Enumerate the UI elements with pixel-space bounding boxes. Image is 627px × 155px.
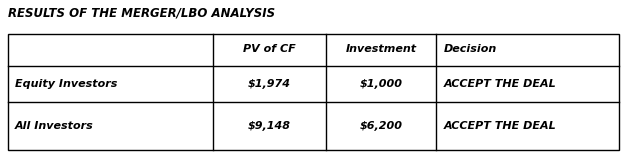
Text: ACCEPT THE DEAL: ACCEPT THE DEAL [443, 80, 556, 89]
Text: $9,148: $9,148 [248, 121, 291, 131]
Text: $6,200: $6,200 [359, 121, 403, 131]
Text: RESULTS OF THE MERGER/LBO ANALYSIS: RESULTS OF THE MERGER/LBO ANALYSIS [8, 6, 275, 19]
Text: Equity Investors: Equity Investors [15, 80, 117, 89]
Text: Decision: Decision [443, 44, 497, 54]
Text: $1,000: $1,000 [359, 80, 403, 89]
Text: PV of CF: PV of CF [243, 44, 296, 54]
Text: $1,974: $1,974 [248, 80, 291, 89]
Bar [8, 34, 619, 150]
Text: Investment: Investment [345, 44, 416, 54]
Text: All Investors: All Investors [15, 121, 94, 131]
Text: ACCEPT THE DEAL: ACCEPT THE DEAL [443, 121, 556, 131]
